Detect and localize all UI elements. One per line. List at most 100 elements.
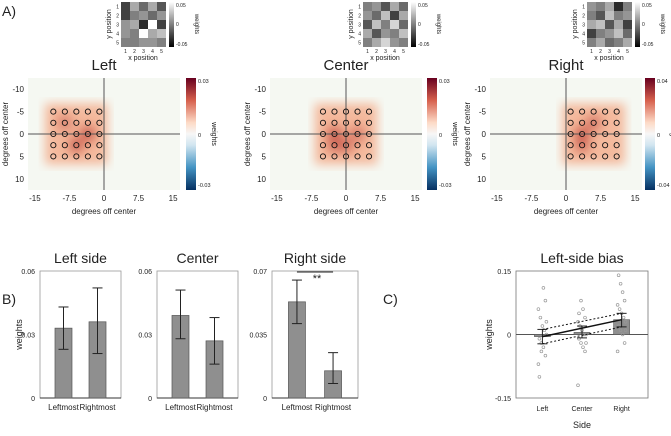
heatmap-hotspot [62,131,91,160]
inset-x-tick: 1 [366,49,369,55]
stimulus-location-marker [613,108,620,115]
subject-point [579,341,583,345]
stimulus-location-marker [84,153,91,160]
inset-cell [363,2,372,11]
inset-cell [381,38,390,47]
x-tick-label: Leftmost [282,403,313,412]
stimulus-location-marker [319,108,327,115]
colorbar-tick: 0.04 [657,79,668,85]
y-tick-label: 5 [262,152,267,161]
stimulus-location-marker [567,108,574,115]
trend-line [542,318,622,338]
x-tick-label: -7.5 [525,194,539,203]
y-tick-label: 0 [20,130,25,139]
stimulus-location-marker [613,130,620,138]
x-axis-label: degrees off center [72,207,137,216]
y-tick-label: 10 [477,175,486,184]
stimulus-location-marker [590,108,597,115]
x-tick-label: 15 [411,194,420,203]
subject-point [539,349,544,354]
inset-cell [390,11,399,20]
inset-y-label: y position [348,9,355,39]
inset-cell [596,29,605,38]
inset-cell [121,11,130,20]
stimulus-location-marker [61,142,68,149]
stimulus-location-marker [96,108,103,115]
x-tick-label: Rightmost [197,403,234,412]
inset-cell [157,11,166,20]
y-axis-label: weights [484,319,494,351]
confidence-line [542,326,622,345]
inset-colorbar-tick: 0.05 [418,3,428,9]
subject-point [615,349,620,354]
stimulus-location-marker [342,142,350,149]
inset-y-tick: 4 [582,32,585,38]
stimulus-location-marker [365,153,373,160]
inset-cell [390,29,399,38]
colorbar [186,78,196,190]
y-tick-label: -10 [474,85,486,94]
stimulus-location-marker [602,108,609,115]
y-tick-label: 5 [482,152,487,161]
inset-colorbar-label: weights [435,13,441,34]
stimulus-location-marker [354,153,361,160]
inset-cell [372,38,381,47]
inset-x-tick: 3 [142,49,145,55]
subject-point [536,307,541,311]
x-tick-label: -7.5 [63,194,77,203]
inset-cell [605,2,614,11]
y-tick-label: 0.07 [253,269,267,276]
subject-point [620,332,625,337]
inset-y-tick: 2 [116,14,119,20]
inset-cell [614,38,623,47]
stimulus-location-marker [73,130,80,138]
inset-cell [130,11,139,20]
inset-x-tick: 2 [133,49,136,55]
inset-y-label: y position [106,9,113,39]
inset-y-tick: 5 [582,41,585,47]
plot-frame [39,270,122,399]
x-tick-label: 15 [631,194,640,203]
stimulus-location-marker [579,142,586,149]
subject-point [544,320,549,324]
stimulus-location-marker [96,130,103,138]
inset-y-tick: 2 [582,14,585,20]
stimulus-location-marker [61,108,68,115]
inset-cell [614,11,623,20]
inset-cell [614,29,623,38]
x-tick-label: Left [537,406,549,413]
subject-point [537,375,542,379]
subject-point [615,303,620,307]
subject-point [584,341,588,345]
inset-cell [121,2,130,11]
inset-cell [623,38,632,47]
y-tick-label: 0.035 [249,333,267,340]
inset-cell [381,2,390,11]
stimulus-location-marker [50,142,57,149]
inset-cell [605,38,614,47]
subject-point [618,281,623,286]
inset-cell [399,2,408,11]
subject-point [583,349,587,354]
x-tick-label: -15 [271,194,283,203]
subject-point [537,336,542,341]
inset-cell [587,29,596,38]
y-tick-label: 10 [257,175,266,184]
x-tick-label: Center [571,406,593,413]
stimulus-location-marker [365,108,373,115]
heatmap-title: Right [548,57,584,74]
y-tick-label: 10 [15,175,24,184]
y-tick-label: -5 [479,108,487,117]
y-tick-label: 0 [507,333,511,340]
inset-x-tick: 4 [393,49,396,55]
inset-cell [363,11,372,20]
inset-cell [596,20,605,29]
subject-point [620,290,625,294]
plot-frame [271,270,359,399]
inset-cell [381,11,390,20]
inset-cell [148,2,157,11]
inset-cell [390,20,399,29]
stimulus-location-marker [50,108,57,115]
y-tick-label: 0.06 [138,269,152,276]
